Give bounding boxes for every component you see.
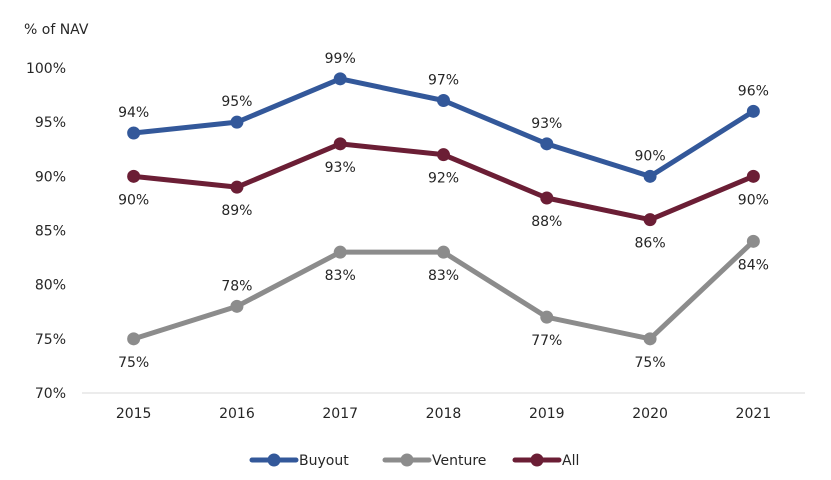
data-point (746, 104, 760, 118)
data-label: 97% (428, 73, 459, 89)
data-label: 93% (325, 160, 356, 176)
data-label: 95% (221, 94, 252, 110)
x-tick-label: 2017 (322, 406, 358, 422)
x-tick-label: 2018 (426, 406, 462, 422)
series-venture: 75% 78% 83% 83% 77% 75% 84% (118, 234, 769, 371)
data-point (333, 245, 347, 259)
legend-item-buyout: Buyout (249, 453, 349, 469)
y-tick-label: 75% (35, 332, 66, 348)
y-axis-ticks: 70% 75% 80% 85% 90% 95% 100% (26, 61, 66, 402)
legend-item-venture: Venture (382, 453, 486, 469)
data-point (540, 191, 554, 205)
data-point (643, 213, 657, 227)
data-point (127, 332, 141, 346)
x-tick-label: 2019 (529, 406, 565, 422)
x-tick-label: 2016 (219, 406, 255, 422)
data-point (643, 332, 657, 346)
data-label: 99% (325, 51, 356, 67)
y-tick-label: 90% (35, 169, 66, 185)
data-point (127, 126, 141, 140)
series-all: 90% 89% 93% 92% 88% 86% 90% (118, 137, 769, 252)
data-point (230, 115, 244, 129)
data-point (540, 310, 554, 324)
data-point (127, 169, 141, 183)
data-label: 84% (738, 257, 769, 273)
y-tick-label: 85% (35, 224, 66, 240)
legend: Buyout Venture All (249, 453, 579, 469)
data-label: 90% (635, 148, 666, 164)
data-label: 93% (531, 116, 562, 132)
y-tick-label: 95% (35, 115, 66, 131)
data-label: 96% (738, 83, 769, 99)
data-label: 86% (635, 236, 666, 252)
data-point (643, 169, 657, 183)
data-label: 88% (531, 214, 562, 230)
legend-marker (400, 453, 414, 467)
x-tick-label: 2021 (736, 406, 772, 422)
x-tick-label: 2015 (116, 406, 152, 422)
series-layer: 94% 95% 99% 97% 93% 90% 96% 75% 78% 83% 83% 77% 75% 8… (118, 51, 769, 371)
legend-item-all: All (512, 453, 579, 469)
data-point (746, 234, 760, 248)
legend-label: Venture (432, 453, 486, 469)
data-point (230, 299, 244, 313)
data-point (540, 137, 554, 151)
legend-marker (530, 453, 544, 467)
data-point (437, 94, 450, 107)
data-label: 90% (118, 192, 149, 208)
data-label: 75% (635, 355, 666, 371)
legend-label: All (562, 453, 579, 469)
data-label: 90% (738, 192, 769, 208)
data-label: 94% (118, 105, 149, 121)
legend-marker (267, 453, 281, 467)
data-label: 92% (428, 171, 459, 187)
data-label: 89% (221, 203, 252, 219)
x-axis-ticks: 2015 2016 2017 2018 2019 2020 2021 (116, 406, 771, 422)
data-label: 83% (428, 268, 459, 284)
data-point (746, 169, 760, 183)
data-label: 83% (325, 268, 356, 284)
data-point (230, 180, 244, 194)
y-tick-label: 100% (26, 61, 66, 77)
data-label: 78% (221, 278, 252, 294)
y-tick-label: 70% (35, 386, 66, 402)
y-axis-title: % of NAV (24, 22, 89, 38)
data-point (437, 245, 450, 259)
data-label: 77% (531, 333, 562, 349)
series-buyout: 94% 95% 99% 97% 93% 90% 96% (118, 51, 769, 183)
y-tick-label: 80% (35, 278, 66, 294)
data-point (333, 72, 347, 86)
legend-label: Buyout (299, 453, 349, 469)
data-point (437, 148, 450, 162)
data-label: 75% (118, 355, 149, 371)
data-point (333, 137, 347, 151)
x-tick-label: 2020 (632, 406, 668, 422)
